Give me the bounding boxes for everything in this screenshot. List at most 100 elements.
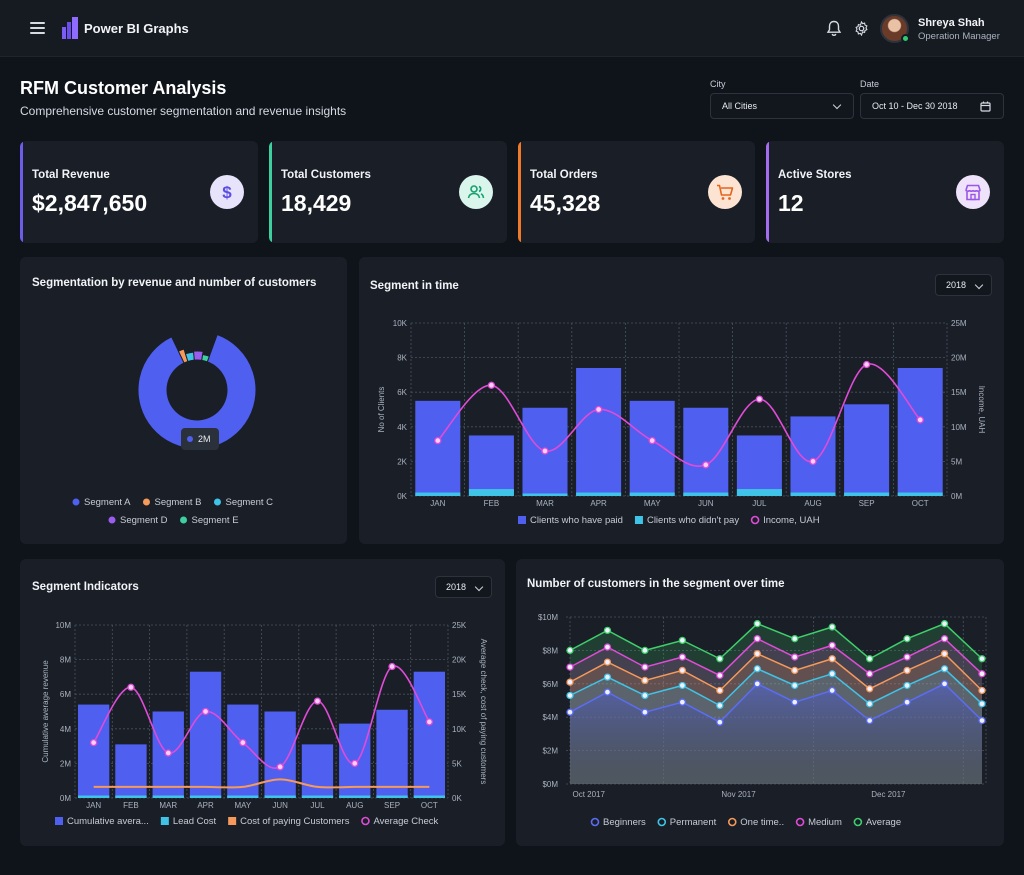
line-point [641,646,649,655]
bar-secondary [115,795,147,798]
bar-secondary [264,795,296,798]
line-point [828,623,836,631]
line-series [93,778,430,789]
year-select[interactable]: 2018 [935,274,992,296]
kpi-label: Active Stores [778,169,852,181]
bar [301,744,334,798]
x-tick-label: JAN [430,499,445,508]
bar-secondary [376,795,408,798]
line-point [753,635,761,643]
x-tick-label: JUL [752,499,767,508]
legend-swatch [518,516,526,524]
line-point [862,360,871,369]
line-point [753,665,761,673]
legend-swatch [142,498,150,506]
legend-swatch [55,817,63,825]
cart-icon [708,175,742,209]
user-name: Shreya Shah [918,17,985,29]
x-tick-label: JAN [86,801,101,810]
bar-secondary [844,492,890,496]
kpi-accent [20,141,23,243]
line-point [791,681,799,690]
bell-icon[interactable] [826,20,842,37]
kpi-card-total-customers: Total Customers 18,429 [269,141,507,243]
y-tick-label: 6K [397,388,407,397]
donut-chart[interactable]: Segment A Segment B Segment C Segment D Segm… [20,257,347,544]
bar [376,709,408,798]
line-point [940,650,949,658]
line-point [239,738,247,747]
y-tick-label: 6M [60,690,71,699]
line-point [434,436,442,445]
segment-indicators-chart[interactable]: 0M 2M 4M 6M 8M 10M 0K 5K 10K 15K 20K 25K Cumulative … [20,559,505,846]
legend-swatch [108,516,116,524]
page-subtitle: Comprehensive customer segmentation and … [20,104,347,118]
online-status-indicator [901,34,910,43]
gear-icon[interactable] [854,21,869,36]
dollar-icon: $ [210,175,244,209]
store-icon [956,175,990,209]
line-point [678,698,687,706]
page-title: RFM Customer Analysis [20,78,227,98]
x-tick-label: Dec 2017 [871,790,906,799]
bar [683,407,729,496]
bar-secondary [629,492,675,496]
y-tick-label: 0K [397,492,407,501]
line-point [90,738,98,747]
legend-swatch [727,817,737,827]
bar [790,416,836,496]
line-point [276,763,284,771]
date-filter-picker[interactable]: Oct 10 - Dec 30 2018 [860,93,1004,119]
line-point [903,698,911,706]
y2-tick-label: 0K [452,794,462,803]
line-point [940,680,949,688]
line-point [755,395,764,403]
line-point [566,646,574,655]
y2-tick-label: 15M [951,388,967,397]
kpi-accent [518,141,521,243]
legend-swatch [795,817,805,827]
segment-in-time-chart[interactable]: 0K 2K 4K 6K 8K 10K 0M 5M 10M 15M 20M 25M No of Clien… [359,257,1004,544]
logo-icon [62,17,78,39]
x-tick-label: JUN [698,499,714,508]
y-tick-label: $4M [542,713,558,722]
bar-secondary [152,795,184,798]
bar [227,704,259,798]
bar [468,435,514,496]
line-point [541,447,549,455]
card-title: Segmentation by revenue and number of cu… [32,277,317,289]
legend-label: One time.. [740,817,784,828]
customers-over-time-chart[interactable]: $0M $2M $4M $6M $8M $10M Oct 2017 Nov 2017 Dec 2… [516,559,1004,846]
legend-swatch [853,817,863,827]
line-point [978,655,986,663]
line-point [865,716,874,725]
line-point [603,643,612,651]
line-point [828,670,836,678]
menu-icon[interactable] [30,22,45,34]
line-point [903,666,911,675]
card-title: Number of customers in the segment over … [527,578,785,590]
y-tick-label: 8M [60,656,71,665]
bar-secondary [189,795,222,798]
bar-secondary [339,795,371,798]
y2-tick-label: 20M [951,354,967,363]
y2-tick-label: 10K [452,725,467,734]
city-filter-select[interactable]: All Cities [710,93,854,119]
card-title: Segment Indicators [32,581,139,593]
avatar[interactable] [880,14,909,43]
year-select[interactable]: 2018 [435,576,492,598]
line-point [978,716,986,725]
x-tick-label: Nov 2017 [721,790,756,799]
y2-tick-label: 25K [452,621,467,630]
legend-label: Segment D [120,515,168,526]
chevron-down-icon [832,100,842,110]
line-point [978,700,986,708]
city-filter-value: All Cities [722,101,758,111]
line-point [753,650,761,658]
y-axis-label: Cumulative average revenue [41,660,50,763]
line-point [425,718,434,726]
legend-label: Segment C [225,497,273,508]
donut-tooltip: 2M [181,428,219,450]
donut-slice [201,353,210,363]
line-point [753,680,761,688]
